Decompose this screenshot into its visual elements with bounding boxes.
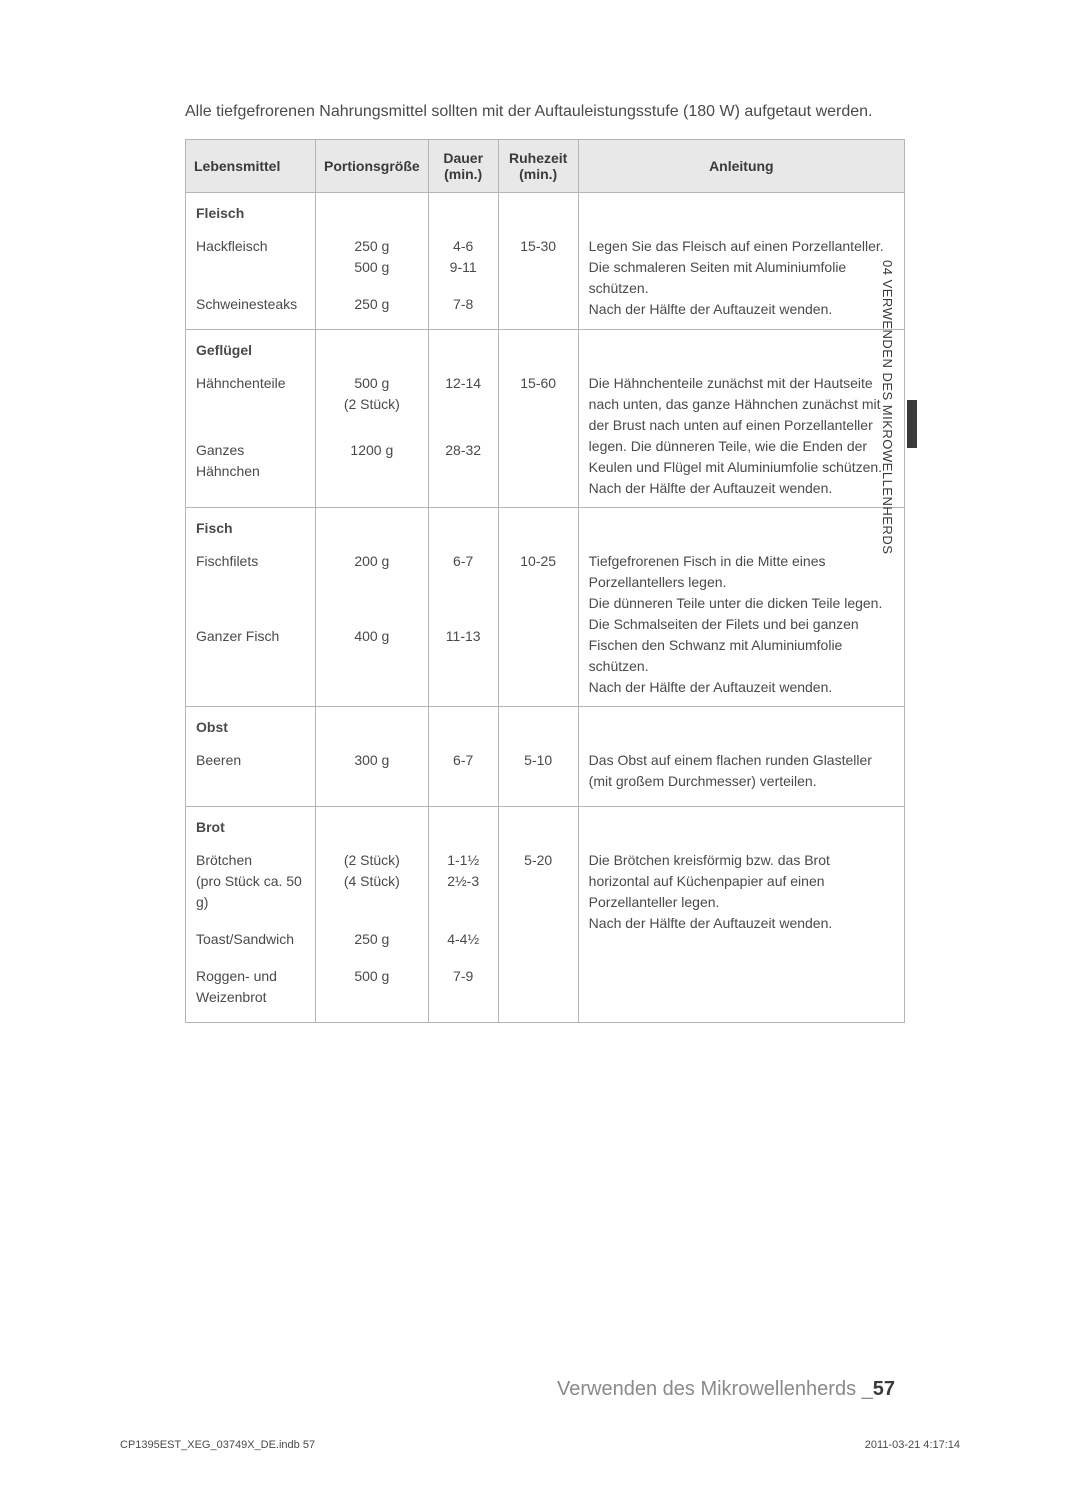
duration: 12-14 [428, 365, 498, 432]
instructions: Die Hähnchenteile zunächst mit der Hauts… [578, 365, 904, 508]
portion: 300 g [316, 742, 429, 807]
rest-time: 10-25 [498, 543, 578, 707]
footer-filename: CP1395EST_XEG_03749X_DE.indb 57 [120, 1439, 315, 1451]
footer-title-text: Verwenden des Mikrowellenherds _ [557, 1378, 873, 1400]
rest-time: 15-30 [498, 228, 578, 330]
col-instructions: Anleitung [578, 140, 904, 193]
table-row: Brötchen(pro Stück ca. 50 g) (2 Stück)(4… [186, 842, 905, 921]
section-title: Geflügel [186, 330, 316, 366]
portion: 250 g [316, 286, 429, 330]
col-rest: Ruhezeit (min.) [498, 140, 578, 193]
food-name: Fischfilets [186, 543, 316, 618]
table-row: Fischfilets 200 g 6-7 10-25 Tiefgefroren… [186, 543, 905, 618]
food-name: Roggen- und Weizenbrot [186, 958, 316, 1023]
rest-time: 5-20 [498, 842, 578, 1023]
col-food: Lebensmittel [186, 140, 316, 193]
duration: 11-13 [428, 618, 498, 706]
instructions: Legen Sie das Fleisch auf einen Porzella… [578, 228, 904, 330]
table-row: Hähnchenteile 500 g(2 Stück) 12-14 15-60… [186, 365, 905, 432]
food-name: Toast/Sandwich [186, 921, 316, 958]
portion: 250 g500 g [316, 228, 429, 286]
col-portion: Portionsgröße [316, 140, 429, 193]
portion: (2 Stück)(4 Stück) [316, 842, 429, 921]
food-name: Brötchen(pro Stück ca. 50 g) [186, 842, 316, 921]
duration: 6-7 [428, 742, 498, 807]
portion: 1200 g [316, 432, 429, 507]
table-row: Beeren 300 g 6-7 5-10 Das Obst auf einem… [186, 742, 905, 807]
intro-paragraph: Alle tiefgefrorenen Nahrungsmittel sollt… [185, 100, 905, 124]
side-tab-label: 04 VERWENDEN DES MIKROWELLENHERDS [880, 260, 895, 554]
food-name: Beeren [186, 742, 316, 807]
portion: 500 g(2 Stück) [316, 365, 429, 432]
duration: 6-7 [428, 543, 498, 618]
table-section-header: Brot [186, 807, 905, 843]
section-title: Fisch [186, 508, 316, 544]
duration: 4-4½ [428, 921, 498, 958]
table-section-header: Fleisch [186, 193, 905, 229]
portion: 500 g [316, 958, 429, 1023]
duration: 7-9 [428, 958, 498, 1023]
table-section-header: Obst [186, 707, 905, 743]
table-section-header: Fisch [186, 508, 905, 544]
instructions: Das Obst auf einem flachen runden Glaste… [578, 742, 904, 807]
footer-section-title: Verwenden des Mikrowellenherds _57 [557, 1378, 895, 1401]
food-name: Ganzer Fisch [186, 618, 316, 706]
food-name: Ganzes Hähnchen [186, 432, 316, 507]
page-number: 57 [873, 1378, 895, 1400]
page-content: Alle tiefgefrorenen Nahrungsmittel sollt… [185, 100, 905, 1023]
defrost-table: Lebensmittel Portionsgröße Dauer (min.) … [185, 139, 905, 1023]
instructions: Tiefgefrorenen Fisch in die Mitte eines … [578, 543, 904, 707]
portion: 400 g [316, 618, 429, 706]
duration: 7-8 [428, 286, 498, 330]
section-title: Fleisch [186, 193, 316, 229]
duration: 1-1½2½-3 [428, 842, 498, 921]
instructions: Die Brötchen kreisförmig bzw. das Brot h… [578, 842, 904, 1023]
side-tab-bar [907, 400, 917, 448]
duration: 4-69-11 [428, 228, 498, 286]
section-title: Obst [186, 707, 316, 743]
rest-time: 15-60 [498, 365, 578, 508]
section-title: Brot [186, 807, 316, 843]
portion: 250 g [316, 921, 429, 958]
footer-timestamp: 2011-03-21 4:17:14 [865, 1439, 960, 1451]
table-section-header: Geflügel [186, 330, 905, 366]
food-name: Hähnchenteile [186, 365, 316, 432]
table-row: Hackfleisch 250 g500 g 4-69-11 15-30 Leg… [186, 228, 905, 286]
food-name: Schweinesteaks [186, 286, 316, 330]
food-name: Hackfleisch [186, 228, 316, 286]
portion: 200 g [316, 543, 429, 618]
col-duration: Dauer (min.) [428, 140, 498, 193]
rest-time: 5-10 [498, 742, 578, 807]
duration: 28-32 [428, 432, 498, 507]
